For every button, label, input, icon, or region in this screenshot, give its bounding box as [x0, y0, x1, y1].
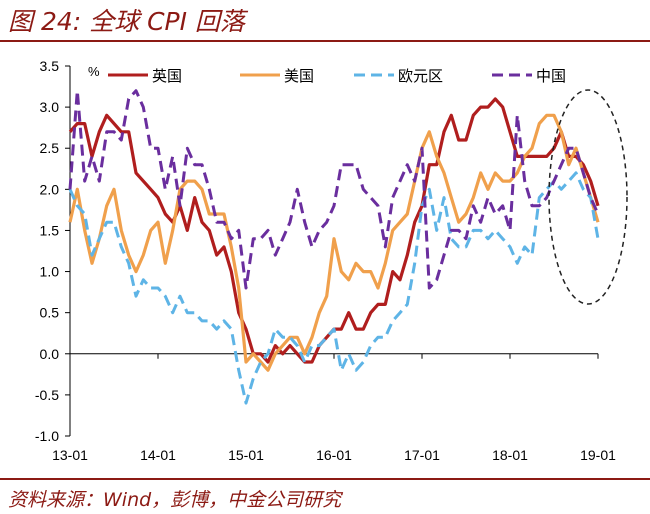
x-tick-label: 16-01 — [316, 447, 352, 463]
y-tick-label: 3.5 — [40, 58, 60, 74]
series-line-3 — [68, 171, 600, 405]
x-tick-label: 18-01 — [492, 447, 528, 463]
y-tick-label: -1.0 — [35, 428, 59, 444]
y-tick-label: 1.0 — [40, 264, 60, 280]
y-axis: 3.5 3.0 2.5 2.0 1.5 1.0 0.5 0.0 -0.5 -1.0% — [35, 58, 100, 444]
y-tick-label: 1.5 — [40, 222, 60, 238]
source-note: 资料来源：Wind，彭博，中金公司研究 — [8, 489, 342, 511]
y-unit-label: % — [88, 64, 100, 79]
top-rule — [0, 40, 650, 42]
y-tick-label: 0.5 — [40, 305, 60, 321]
x-tick-label: 14-01 — [140, 447, 176, 463]
series-line-4 — [68, 89, 600, 290]
legend: 英国 美国 欧元区 中国 — [108, 67, 566, 85]
x-tick-label: 19-01 — [580, 447, 616, 463]
legend-label-1: 英国 — [152, 67, 182, 85]
y-tick-label: 0.0 — [40, 346, 60, 362]
y-tick-label: 3.0 — [40, 99, 60, 115]
x-tick-label: 15-01 — [228, 447, 264, 463]
y-tick-label: 2.5 — [40, 140, 60, 156]
series-layer — [68, 89, 600, 405]
y-tick-label: 2.0 — [40, 181, 60, 197]
bottom-rule — [0, 478, 650, 480]
series-line-2 — [68, 113, 600, 372]
chart-title: 图 24: 全球 CPI 回落 — [8, 7, 245, 36]
x-tick-label: 17-01 — [404, 447, 440, 463]
legend-label-2: 美国 — [284, 67, 314, 85]
x-axis: 13-01 14-01 15-01 16-01 17-01 18-01 19-01 — [52, 353, 616, 463]
y-tick-label: -0.5 — [35, 387, 59, 403]
highlight-ellipse — [548, 89, 628, 305]
legend-label-4: 中国 — [536, 67, 566, 85]
x-tick-label: 13-01 — [52, 447, 88, 463]
legend-label-3: 欧元区 — [398, 67, 443, 85]
